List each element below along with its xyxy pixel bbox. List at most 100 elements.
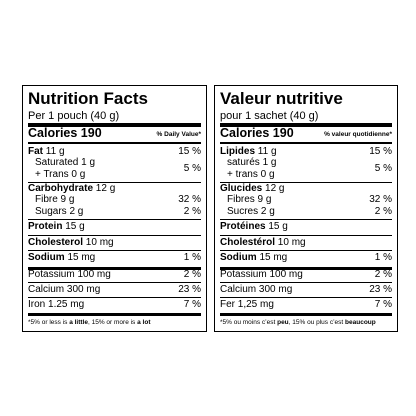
nutrient: Fibre 9 g: [35, 194, 75, 205]
rule: [28, 250, 201, 251]
title: Valeur nutritive: [220, 89, 343, 108]
rule: [220, 123, 392, 127]
dv-header: % Daily Value*: [156, 131, 201, 138]
nutrition-panel-fr: Valeur nutritive pour 1 sachet (40 g) Calo…: [214, 85, 398, 332]
rule: [28, 313, 201, 316]
daily-value: 23 %: [369, 284, 392, 295]
nutrient-name: Lipides: [220, 146, 256, 157]
footnote: *5% or less is a little, 15% or more is …: [28, 316, 151, 330]
nutrient: Iron 1.25 mg: [28, 299, 85, 310]
nutrient: Potassium 100 mg: [28, 269, 111, 280]
rule: [28, 219, 201, 220]
rule: [220, 219, 392, 220]
nutrient-name: Sodium: [220, 252, 257, 263]
sub-nutrient: + trans 0 g: [227, 169, 275, 180]
nutrient-amount: 10 mg: [85, 237, 114, 248]
nutrient-amount: 11 g: [45, 146, 65, 157]
nutrient: Protéines 15 g: [220, 220, 288, 234]
nutrient: Calcium 300 mg: [28, 284, 101, 295]
daily-value: 32 %: [369, 194, 392, 205]
daily-value: 15 %: [369, 146, 392, 157]
daily-value: 32 %: [178, 194, 201, 205]
rule: [28, 123, 201, 127]
rule: [220, 250, 392, 251]
daily-value: 5 %: [374, 163, 392, 174]
rule: [220, 282, 392, 283]
rule: [220, 313, 392, 316]
rule: [220, 267, 392, 270]
nutrient: Potassium 100 mg: [220, 269, 303, 280]
footnote-part: beaucoup: [345, 319, 376, 326]
nutrient: Cholesterol 10 mg: [28, 236, 114, 250]
footnote-part: , 15% or more is: [87, 319, 138, 326]
rule: [28, 282, 201, 283]
daily-value: 5 %: [183, 163, 201, 174]
nutrient: Sugars 2 g: [35, 206, 84, 217]
rule: [220, 182, 392, 183]
rule: [220, 235, 392, 236]
footnote-part: *5% or less is: [28, 319, 70, 326]
daily-value: 1 %: [374, 252, 392, 263]
nutrition-panel-en: Nutrition Facts Per 1 pouch (40 g) Calorie…: [22, 85, 207, 332]
nutrient-amount: 15 mg: [259, 252, 288, 263]
nutrient: Sucres 2 g: [227, 206, 275, 217]
nutrient-name: Protein: [28, 221, 63, 232]
daily-value: 23 %: [178, 284, 201, 295]
rule: [220, 297, 392, 298]
daily-value: 7 %: [374, 299, 392, 310]
rule: [28, 182, 201, 183]
sub-nutrient: saturés 1 g: [227, 157, 277, 168]
daily-value: 2 %: [183, 269, 201, 280]
nutrient: Fer 1,25 mg: [220, 299, 274, 310]
footnote: *5% ou moins c’est peu, 15% ou plus c’es…: [220, 316, 376, 330]
rule: [28, 142, 201, 144]
daily-value: 2 %: [374, 206, 392, 217]
daily-value: 1 %: [183, 252, 201, 263]
nutrient-amount: 15 g: [65, 221, 85, 232]
daily-value: 15 %: [178, 146, 201, 157]
nutrient: Fibres 9 g: [227, 194, 272, 205]
nutrient: Fat 11 g: [28, 145, 65, 159]
nutrient-name: Fat: [28, 146, 43, 157]
nutrient-amount: 12 g: [265, 183, 285, 194]
nutrient-amount: 10 mg: [277, 237, 306, 248]
nutrient-amount: 11 g: [257, 146, 277, 157]
title: Nutrition Facts: [28, 89, 148, 108]
nutrient-name: Sodium: [28, 252, 65, 263]
nutrient-name: Cholestérol: [220, 237, 276, 248]
nutrient: Carbohydrate 12 g: [28, 182, 115, 196]
nutrient: Lipides 11 g: [220, 145, 277, 159]
calories: Calories 190: [28, 126, 102, 140]
nutrient-name: Protéines: [220, 221, 266, 232]
footnote-part: *5% ou moins c’est: [220, 319, 278, 326]
rule: [220, 142, 392, 144]
dv-header: % valeur quotidienne*: [324, 131, 392, 138]
calories: Calories 190: [220, 126, 294, 140]
daily-value: 2 %: [183, 206, 201, 217]
sub-nutrient: + Trans 0 g: [35, 169, 86, 180]
nutrient-name: Cholesterol: [28, 237, 84, 248]
nutrient: Sodium 15 mg: [220, 251, 287, 265]
daily-value: 2 %: [374, 269, 392, 280]
footnote-part: a lot: [137, 319, 151, 326]
nutrient-amount: 15 g: [268, 221, 288, 232]
nutrient: Glucides 12 g: [220, 182, 285, 196]
sub-nutrient: Saturated 1 g: [35, 157, 96, 168]
nutrient: Cholestérol 10 mg: [220, 236, 306, 250]
daily-value: 7 %: [183, 299, 201, 310]
footnote-part: a little: [69, 319, 88, 326]
nutrient: Protein 15 g: [28, 220, 85, 234]
serving: Per 1 pouch (40 g): [28, 110, 120, 122]
rule: [28, 267, 201, 270]
nutrient-amount: 15 mg: [67, 252, 96, 263]
nutrient-name: Carbohydrate: [28, 183, 94, 194]
nutrient: Sodium 15 mg: [28, 251, 95, 265]
rule: [28, 297, 201, 298]
footnote-part: peu: [277, 319, 289, 326]
serving: pour 1 sachet (40 g): [220, 110, 319, 122]
nutrient-amount: 12 g: [95, 183, 116, 194]
nutrient: Calcium 300 mg: [220, 284, 293, 295]
footnote-part: , 15% ou plus c’est: [288, 319, 346, 326]
nutrient-name: Glucides: [220, 183, 263, 194]
